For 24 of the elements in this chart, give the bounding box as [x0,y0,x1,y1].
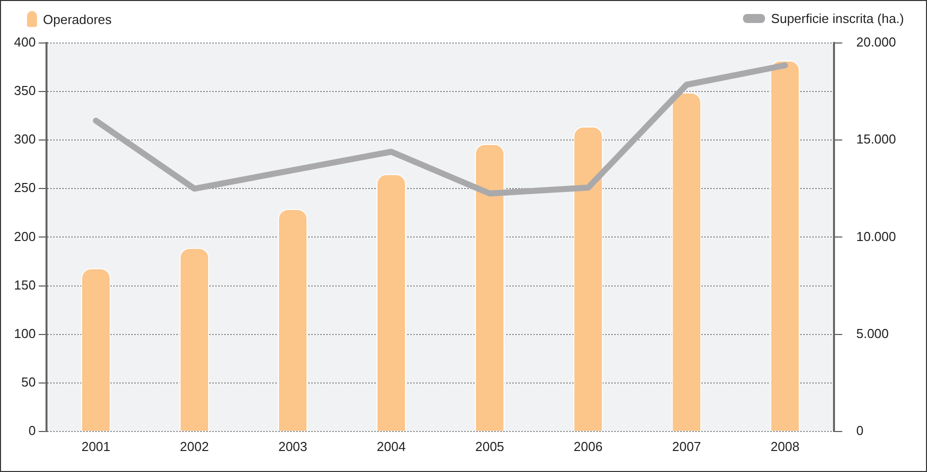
y2-tick-label: 0 [856,422,864,438]
y2-tick-label: 15.000 [856,132,896,147]
y-tick-label: 0 [28,422,36,438]
x-tick-label: 2007 [672,438,702,454]
x-tick-label: 2006 [574,438,603,454]
y-tick-label: 400 [14,34,36,50]
y2-tick-label: 5.000 [856,326,889,341]
x-tick-label: 2004 [376,438,406,454]
x-tick-label: 2001 [81,438,110,454]
x-tick-label: 2008 [770,438,800,454]
y-tick-label: 350 [14,83,36,98]
x-tick-label: 2003 [278,438,308,454]
y-tick-label: 300 [14,132,36,147]
y-tick-label: 150 [14,277,36,292]
y-tick-label: 250 [14,180,36,196]
x-tick-label: 2005 [475,438,504,454]
legend-label: Operadores [43,12,112,26]
y2-tick-label: 20.000 [856,34,896,50]
y2-tick-label: 10.000 [856,228,896,244]
y-tick-label: 100 [14,326,36,341]
y-tick-label: 50 [21,374,36,390]
x-tick-label: 2002 [180,438,209,454]
y-tick-label: 200 [14,228,36,244]
legend-label: Superficie inscrita (ha.) [771,11,904,26]
